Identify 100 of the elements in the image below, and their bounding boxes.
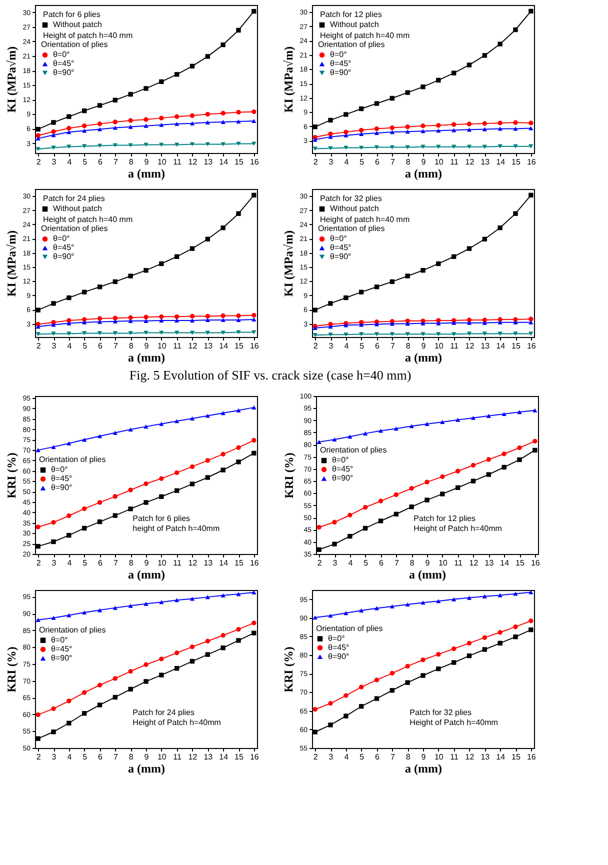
point (378, 498, 384, 504)
point (82, 438, 87, 442)
point (205, 142, 210, 146)
point (174, 470, 180, 476)
point (252, 405, 256, 410)
point (82, 506, 87, 512)
legend-label: θ=0° (53, 50, 70, 59)
point (405, 274, 410, 278)
annotation: height of Patch h=40mm (132, 524, 220, 534)
point (66, 332, 72, 336)
y-axis-title: KRI (%) (282, 646, 296, 692)
point (436, 666, 441, 672)
point (112, 331, 118, 336)
point (174, 666, 180, 671)
x-tick-label: 11 (454, 558, 464, 568)
x-tick-label: 16 (526, 158, 536, 166)
point (174, 142, 180, 147)
x-tick-label: 14 (496, 158, 506, 166)
point (159, 116, 164, 120)
point (159, 672, 164, 678)
x-tick-label: 2 (36, 158, 42, 166)
point (97, 122, 102, 126)
point (344, 693, 348, 698)
x-axis-title: a (mm) (405, 350, 442, 364)
x-tick-label: 14 (496, 342, 506, 350)
point (51, 129, 56, 134)
point (112, 120, 118, 124)
legend-label: θ=45° (53, 59, 74, 68)
point (205, 652, 210, 657)
x-tick-label: 2 (313, 342, 318, 350)
point (128, 118, 133, 123)
point (205, 112, 210, 117)
point (374, 101, 380, 106)
point (174, 72, 180, 77)
x-tick-label: 4 (344, 158, 350, 166)
point (51, 120, 56, 125)
point (220, 42, 226, 48)
legend-label: θ=90° (328, 652, 350, 661)
x-tick-label: 3 (52, 752, 57, 762)
x-axis-title: a (mm) (128, 350, 165, 364)
point (144, 268, 148, 273)
point (36, 126, 40, 132)
x-tick-label: 15 (234, 158, 244, 166)
point (112, 513, 118, 518)
point (378, 428, 384, 433)
x-tick-label: 3 (52, 558, 57, 568)
x-tick-label: 15 (234, 752, 244, 762)
x-tick-label: 3 (332, 558, 338, 568)
point (498, 320, 502, 324)
x-tick-label: 6 (98, 158, 104, 166)
legend-title: Orientation of plies (41, 224, 108, 233)
point (112, 430, 118, 435)
point (174, 598, 180, 602)
x-tick-label: 2 (313, 752, 318, 762)
point (252, 317, 256, 322)
point (312, 706, 318, 712)
point (332, 437, 337, 442)
x-tick-label: 5 (360, 342, 365, 350)
point (405, 602, 410, 607)
point (205, 54, 210, 59)
point (112, 494, 118, 499)
point (316, 440, 322, 444)
x-tick-label: 11 (173, 558, 182, 568)
point (348, 434, 352, 439)
point (466, 653, 472, 658)
point (236, 142, 241, 146)
annotation: Patch for 6 plies (132, 514, 190, 524)
point (220, 225, 226, 230)
point (97, 316, 102, 321)
point (466, 62, 472, 68)
point (190, 142, 195, 146)
point (424, 422, 430, 426)
point (394, 492, 399, 498)
legend-label: θ=90° (51, 653, 72, 662)
point (470, 478, 476, 484)
x-tick-label: 6 (375, 158, 380, 166)
point (528, 126, 534, 130)
point (36, 524, 40, 530)
x-tick-label: 12 (188, 558, 198, 568)
point (128, 669, 133, 674)
point (174, 318, 180, 322)
x-tick-label: 12 (469, 558, 479, 568)
point (374, 696, 380, 701)
point (502, 464, 506, 470)
point (513, 624, 518, 630)
x-tick-label: 5 (82, 752, 88, 762)
point (236, 460, 241, 464)
point (466, 122, 472, 126)
point (513, 211, 518, 216)
annotation: Patch for 6 plies (43, 10, 100, 19)
point (159, 314, 164, 320)
x-tick-label: 6 (379, 558, 384, 568)
point (405, 322, 410, 326)
point (358, 704, 364, 709)
point (466, 640, 472, 646)
point (82, 331, 87, 336)
point (51, 444, 56, 449)
point (66, 295, 72, 300)
point (205, 458, 210, 463)
point (374, 126, 380, 132)
